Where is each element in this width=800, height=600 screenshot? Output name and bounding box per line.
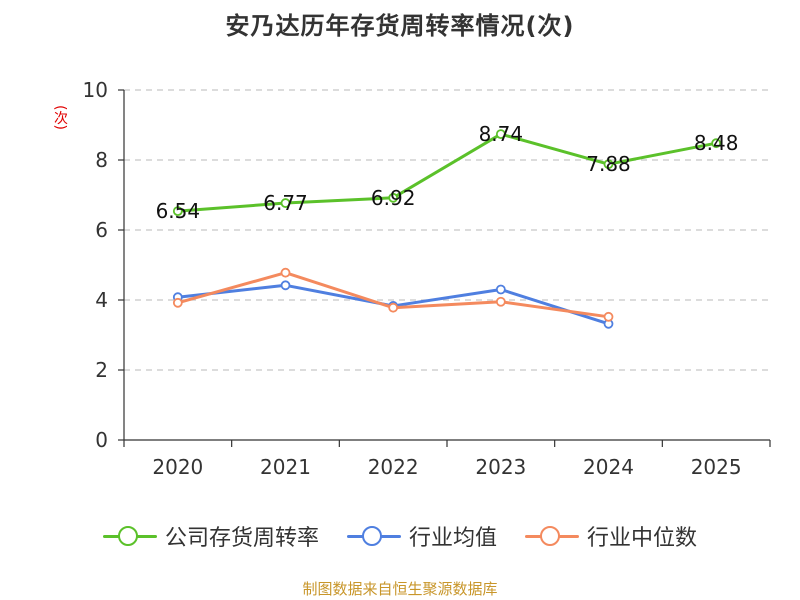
y-tick-label-0: 0 <box>95 428 108 452</box>
x-tick-label-2020: 2020 <box>152 455 203 479</box>
legend-swatch-industry-median <box>525 526 579 546</box>
legend-label-company: 公司存货周转率 <box>164 526 319 551</box>
y-tick-label-4: 4 <box>95 288 108 312</box>
y-tick-label-8: 8 <box>95 148 108 172</box>
y-tick-label-2: 2 <box>95 358 108 382</box>
chart-title: 安乃达历年存货周转率情况(次) <box>225 12 575 40</box>
legend: 公司存货周转率 行业均值 行业中位数 <box>0 520 800 552</box>
y-axis-unit-label: (次) <box>52 105 68 130</box>
x-tick-label-2021: 2021 <box>260 455 311 479</box>
data-label-2021: 6.77 <box>263 191 308 215</box>
series-0-point-2024 <box>603 159 614 170</box>
series-2-point-2023 <box>495 296 506 307</box>
data-label-2025: 8.48 <box>694 131 739 155</box>
data-label-2024: 7.88 <box>586 152 631 176</box>
series-line-0 <box>176 132 718 213</box>
series-1-point-2023 <box>495 284 506 295</box>
x-tick-label-2024: 2024 <box>583 455 634 479</box>
legend-swatch-company <box>102 526 157 546</box>
x-tick-label-2023: 2023 <box>475 455 526 479</box>
data-label-2020: 6.54 <box>156 199 201 223</box>
x-tick-label-2022: 2022 <box>368 455 419 479</box>
legend-label-industry-median: 行业中位数 <box>587 526 698 551</box>
series-0-point-2023 <box>495 129 506 140</box>
x-tick-label-2025: 2025 <box>691 455 742 479</box>
legend-item-industry-median[interactable]: 行业中位数 <box>525 520 697 552</box>
data-label-2023: 8.74 <box>479 122 524 146</box>
legend-label-industry-mean: 行业均值 <box>408 526 497 551</box>
series-0-point-2025 <box>711 138 722 149</box>
legend-item-industry-mean[interactable]: 行业均值 <box>346 520 497 552</box>
series-2-point-2022 <box>388 302 399 313</box>
series-0-point-2021 <box>280 198 291 208</box>
series-2-point-2020 <box>172 297 183 308</box>
legend-item-company[interactable]: 公司存货周转率 <box>102 520 319 552</box>
series-2-point-2024 <box>603 311 614 322</box>
series-2-point-2021 <box>280 267 291 278</box>
y-tick-label-10: 10 <box>83 78 108 102</box>
series-0-point-2020 <box>172 206 183 217</box>
y-tick-label-6: 6 <box>95 218 108 242</box>
series-0-point-2022 <box>388 192 399 203</box>
legend-swatch-industry-mean <box>346 526 401 546</box>
series-1-point-2021 <box>280 280 291 291</box>
data-source-footer: 制图数据来自恒生聚源数据库 <box>302 580 498 598</box>
data-label-2022: 6.92 <box>371 186 416 210</box>
